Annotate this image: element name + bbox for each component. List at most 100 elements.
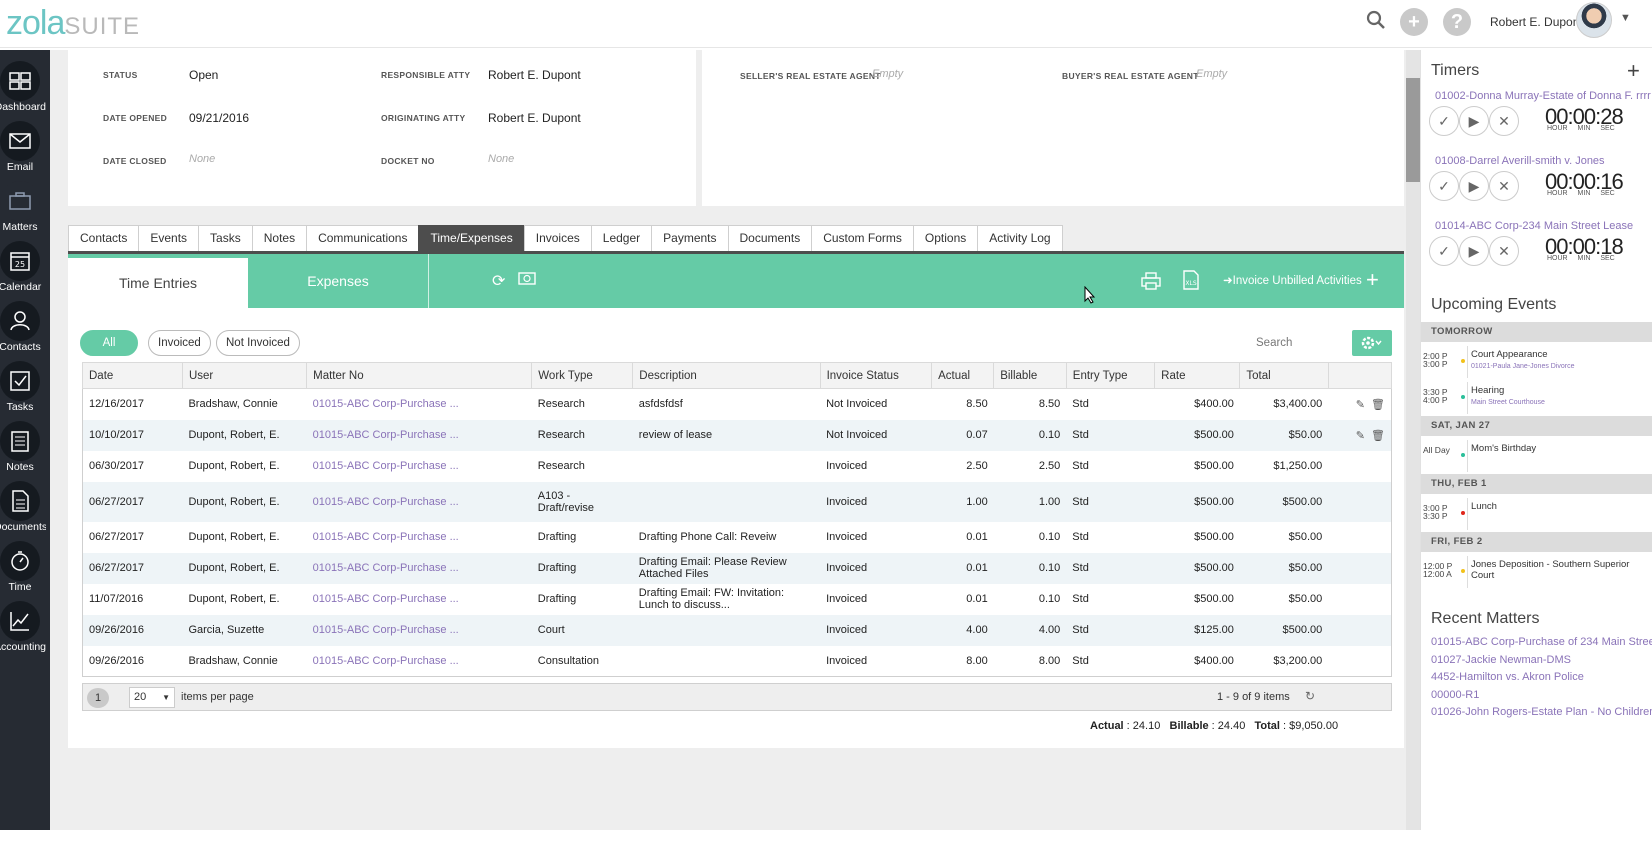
avatar[interactable] <box>1576 2 1612 38</box>
time-entries-tab[interactable]: Time Entries <box>68 258 248 308</box>
tab-tasks[interactable]: Tasks <box>198 225 252 252</box>
chevron-down-icon[interactable]: ▼ <box>1620 12 1631 24</box>
nav-item-tasks[interactable]: Tasks <box>0 356 50 416</box>
nav-item-time[interactable]: Time <box>0 536 50 596</box>
table-row[interactable]: 09/26/2016 Garcia, Suzette 01015-ABC Corp-… <box>82 614 1392 646</box>
recent-matter-link[interactable]: 01027-Jackie Newman-DMS <box>1431 653 1571 666</box>
nav-item-accounting[interactable]: Accounting <box>0 596 50 656</box>
tab-time-expenses[interactable]: Time/Expenses <box>418 225 524 252</box>
table-row[interactable]: 09/26/2016 Bradshaw, Connie 01015-ABC Corp… <box>83 646 1392 677</box>
recent-matter-link[interactable]: 01015-ABC Corp-Purchase of 234 Main Stre… <box>1431 636 1652 648</box>
search-input[interactable] <box>1256 332 1348 354</box>
tab-communications[interactable]: Communications <box>306 225 419 252</box>
table-row[interactable]: 11/07/2016 Dupont, Robert, E. 01015-ABC Co… <box>83 584 1392 615</box>
timer-matter-link[interactable]: 01008-Darrel Averill-smith v. Jones <box>1435 155 1605 167</box>
check-icon[interactable]: ✓ <box>1429 106 1459 136</box>
table-row[interactable]: 06/27/2017 Dupont, Robert, E. 01015-ABC Co… <box>83 522 1392 553</box>
nav-item-email[interactable]: Email <box>0 116 50 176</box>
cell-matter[interactable]: 01015-ABC Corp-Purchase ... <box>312 398 459 411</box>
check-icon[interactable]: ✓ <box>1429 236 1459 266</box>
scrollbar-track[interactable] <box>1406 50 1420 830</box>
col-rate[interactable]: Rate <box>1154 362 1241 389</box>
delete-icon[interactable]: 🗑 <box>1371 429 1385 442</box>
page-number-button[interactable]: 1 <box>87 688 109 708</box>
tab-notes[interactable]: Notes <box>251 225 307 252</box>
gear-icon[interactable] <box>1352 330 1392 356</box>
cell-matter[interactable]: 01015-ABC Corp-Purchase ... <box>312 460 459 472</box>
nav-item-calendar[interactable]: 25 Calendar <box>0 236 50 296</box>
nav-item-matters[interactable]: Matters <box>0 176 50 236</box>
col-date[interactable]: Date <box>82 362 183 389</box>
recent-matter-link[interactable]: 01026-John Rogers-Estate Plan - No Child… <box>1431 706 1652 718</box>
recent-matter-link[interactable]: 4452-Hamilton vs. Akron Police <box>1431 671 1584 683</box>
check-icon[interactable]: ✓ <box>1429 171 1459 201</box>
buyer-agent-value[interactable]: Empty <box>1196 68 1228 80</box>
close-icon[interactable]: ✕ <box>1489 236 1519 266</box>
timer-matter-link[interactable]: 01002-Donna Murray-Estate of Donna F. rr… <box>1435 90 1651 102</box>
col-billable[interactable]: Billable <box>993 362 1067 389</box>
table-row[interactable]: 06/30/2017 Dupont, Robert, E. 01015-ABC Co… <box>83 451 1392 482</box>
col-work-type[interactable]: Work Type <box>531 362 634 389</box>
cell-matter[interactable]: 01015-ABC Corp-Purchase ... <box>306 614 532 646</box>
tab-documents[interactable]: Documents <box>727 225 812 252</box>
play-icon[interactable]: ▶ <box>1459 236 1489 266</box>
scrollbar-thumb[interactable] <box>1406 78 1420 182</box>
tab-invoices[interactable]: Invoices <box>523 225 591 252</box>
cell-matter[interactable]: 01015-ABC Corp-Purchase ... <box>306 419 532 451</box>
col-description[interactable]: Description <box>632 362 821 389</box>
user-name[interactable]: Robert E. Dupont <box>1490 15 1583 29</box>
refresh-icon[interactable]: ↻ <box>1305 689 1316 703</box>
delete-icon[interactable]: 🗑 <box>1371 398 1385 411</box>
nav-item-contacts[interactable]: Contacts <box>0 296 50 356</box>
col-matter-no[interactable]: Matter No <box>306 362 533 389</box>
close-icon[interactable]: ✕ <box>1489 171 1519 201</box>
tab-payments[interactable]: Payments <box>651 225 728 252</box>
tab-events[interactable]: Events <box>138 225 199 252</box>
filter-invoiced[interactable]: Invoiced <box>148 330 211 356</box>
app-logo[interactable]: zolaSUITE <box>6 4 141 42</box>
export-xls-icon[interactable]: XLS <box>1182 270 1200 295</box>
tab-custom-forms[interactable]: Custom Forms <box>811 225 913 252</box>
filter-not-invoiced[interactable]: Not Invoiced <box>216 330 300 356</box>
add-timer-icon[interactable]: + <box>1627 58 1640 83</box>
play-icon[interactable]: ▶ <box>1459 106 1489 136</box>
nav-item-notes[interactable]: Notes <box>0 416 50 476</box>
cell-matter[interactable]: 01015-ABC Corp-Purchase ... <box>306 481 532 522</box>
table-row[interactable]: 10/10/2017 Dupont, Robert, E. 01015-ABC Co… <box>82 419 1392 451</box>
add-icon[interactable]: + <box>1400 8 1428 36</box>
table-row[interactable]: 12/16/2017 Bradshaw, Connie 01015-ABC Corp… <box>83 389 1392 420</box>
page-size-select[interactable]: 20 ▼ <box>129 687 175 708</box>
print-icon[interactable] <box>1141 272 1161 295</box>
help-icon[interactable]: ? <box>1443 8 1471 36</box>
table-row[interactable]: 06/27/2017 Dupont, Robert, E. 01015-ABC Co… <box>82 481 1392 522</box>
play-icon[interactable]: ▶ <box>1459 171 1489 201</box>
timer-icon[interactable] <box>518 272 536 291</box>
cell-matter[interactable]: 01015-ABC Corp-Purchase ... <box>312 531 459 543</box>
col-actual[interactable]: Actual <box>931 362 995 389</box>
col-invoice-status[interactable]: Invoice Status <box>819 362 933 389</box>
recent-matter-link[interactable]: 00000-R1 <box>1431 688 1480 701</box>
seller-agent-value[interactable]: Empty <box>872 68 904 80</box>
edit-icon[interactable]: ✎ <box>1355 429 1365 442</box>
nav-item-dashboard[interactable]: Dashboard <box>0 56 50 116</box>
expenses-tab[interactable]: Expenses <box>307 273 369 289</box>
add-entry-icon[interactable]: + <box>1366 267 1379 292</box>
refresh-icon[interactable]: ⟳ <box>492 273 506 290</box>
cell-matter[interactable]: 01015-ABC Corp-Purchase ... <box>312 654 459 667</box>
cell-matter[interactable]: 01015-ABC Corp-Purchase ... <box>312 593 459 605</box>
filter-all[interactable]: All <box>80 330 138 356</box>
nav-item-documents[interactable]: Documents <box>0 476 50 536</box>
close-icon[interactable]: ✕ <box>1489 106 1519 136</box>
invoice-unbilled-button[interactable]: ➜Invoice Unbilled Activities <box>1223 273 1362 287</box>
col-entry-type[interactable]: Entry Type <box>1065 362 1156 389</box>
col-user[interactable]: User <box>181 362 308 389</box>
table-row[interactable]: 06/27/2017 Dupont, Robert, E. 01015-ABC Co… <box>82 552 1392 584</box>
col-total[interactable]: Total <box>1239 362 1329 389</box>
tab-activity-log[interactable]: Activity Log <box>977 225 1063 252</box>
search-icon[interactable] <box>1364 8 1388 32</box>
timer-matter-link[interactable]: 01014-ABC Corp-234 Main Street Lease <box>1435 220 1634 232</box>
tab-options[interactable]: Options <box>912 225 978 252</box>
cell-matter[interactable]: 01015-ABC Corp-Purchase ... <box>306 552 532 584</box>
tab-ledger[interactable]: Ledger <box>590 225 652 252</box>
edit-icon[interactable]: ✎ <box>1355 398 1365 411</box>
